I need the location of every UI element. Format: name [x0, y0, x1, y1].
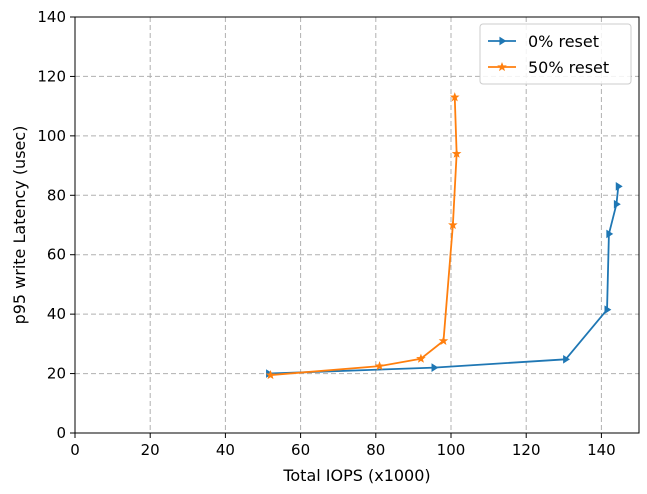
- x-tick-label: 0: [70, 441, 80, 459]
- x-tick-label: 80: [366, 441, 385, 459]
- data-point: [265, 370, 276, 380]
- series-0: [266, 182, 623, 378]
- y-tick-label: 40: [47, 305, 66, 323]
- y-tick-label: 100: [37, 127, 66, 145]
- legend-marker: [497, 61, 507, 72]
- data-point: [438, 335, 449, 345]
- x-tick-label: 140: [587, 441, 616, 459]
- legend-box: [479, 23, 632, 85]
- data-point: [374, 361, 385, 371]
- series-line: [270, 97, 458, 376]
- legend-label: 50% reset: [528, 58, 609, 77]
- x-tick-label: 60: [291, 441, 310, 459]
- data-point: [448, 219, 458, 230]
- data-point: [563, 354, 571, 364]
- data-point: [606, 229, 614, 239]
- series-layer: [265, 92, 623, 380]
- y-tick-label: 0: [56, 424, 66, 442]
- x-tick-label: 100: [437, 441, 466, 459]
- data-point: [416, 353, 426, 363]
- data-point: [613, 199, 621, 209]
- legend-marker: [499, 36, 507, 46]
- y-tick-label: 20: [47, 365, 66, 383]
- data-point: [449, 92, 460, 102]
- legend-item: 50% reset: [488, 58, 609, 77]
- axis-ticks: 0 20 40 60 80 100 120 140 0 20 40 60 80 100 120 140: [37, 8, 615, 459]
- plot-frame: [74, 16, 640, 434]
- data-point: [604, 305, 612, 315]
- x-tick-label: 120: [512, 441, 541, 459]
- x-tick-label: 20: [141, 441, 160, 459]
- y-tick-label: 60: [47, 246, 66, 264]
- data-point: [451, 148, 462, 158]
- legend-label: 0% reset: [528, 32, 599, 51]
- y-axis-label: p95 write Latency (usec): [10, 126, 29, 325]
- series-line: [268, 186, 620, 375]
- data-point: [431, 363, 439, 372]
- grid: [75, 17, 639, 433]
- legend-item: 0% reset: [488, 32, 599, 51]
- series-1: [265, 92, 462, 380]
- x-axis-label: Total IOPS (x1000): [282, 466, 430, 485]
- y-tick-label: 80: [47, 186, 66, 204]
- data-point: [615, 182, 623, 191]
- legend: 0% reset 50% reset: [479, 23, 632, 85]
- x-tick-label: 40: [216, 441, 235, 459]
- y-tick-label: 120: [37, 67, 66, 85]
- y-tick-label: 140: [37, 8, 66, 26]
